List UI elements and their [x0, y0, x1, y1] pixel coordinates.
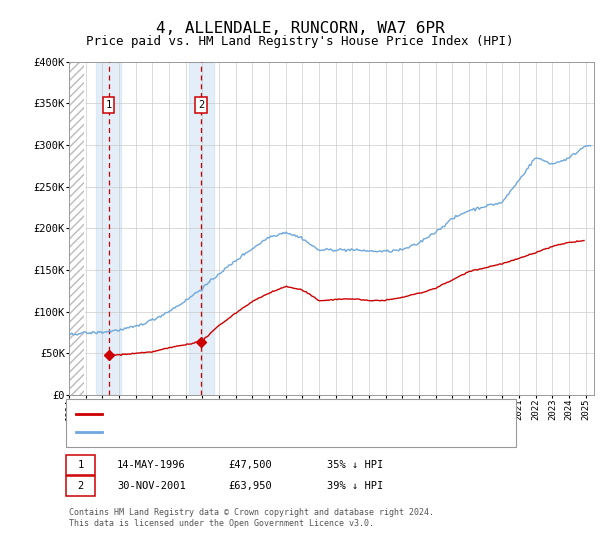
Text: 4, ALLENDALE, RUNCORN, WA7 6PR: 4, ALLENDALE, RUNCORN, WA7 6PR: [155, 21, 445, 36]
Text: £47,500: £47,500: [228, 460, 272, 470]
Text: £63,950: £63,950: [228, 481, 272, 491]
Text: Contains HM Land Registry data © Crown copyright and database right 2024.
This d: Contains HM Land Registry data © Crown c…: [69, 508, 434, 528]
Bar: [96, 62, 121, 395]
Bar: [69, 62, 85, 395]
Text: 14-MAY-1996: 14-MAY-1996: [117, 460, 186, 470]
Text: 2: 2: [77, 481, 83, 491]
Bar: [69, 62, 85, 395]
Text: 2: 2: [198, 100, 204, 110]
Text: 35% ↓ HPI: 35% ↓ HPI: [327, 460, 383, 470]
Text: 4, ALLENDALE, RUNCORN, WA7 6PR (detached house): 4, ALLENDALE, RUNCORN, WA7 6PR (detached…: [108, 409, 402, 419]
Text: 1: 1: [106, 100, 112, 110]
Bar: [188, 62, 214, 395]
Text: 30-NOV-2001: 30-NOV-2001: [117, 481, 186, 491]
Text: 1: 1: [77, 460, 83, 470]
Text: 39% ↓ HPI: 39% ↓ HPI: [327, 481, 383, 491]
Text: Price paid vs. HM Land Registry's House Price Index (HPI): Price paid vs. HM Land Registry's House …: [86, 35, 514, 48]
Text: HPI: Average price, detached house, Halton: HPI: Average price, detached house, Halt…: [108, 427, 371, 437]
